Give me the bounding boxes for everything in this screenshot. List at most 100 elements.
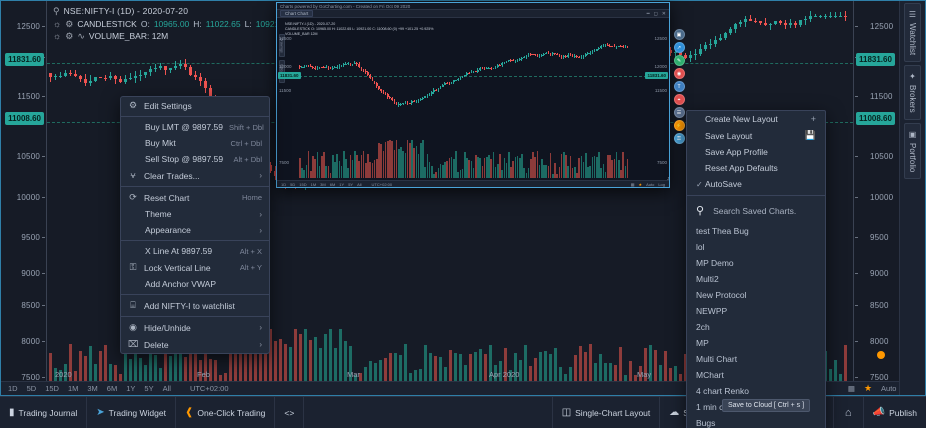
saved-chart-item[interactable]: Multi2 — [696, 274, 719, 284]
window-badge-l-0[interactable]: 11831.60 — [278, 72, 301, 79]
saved-chart-item[interactable]: 2ch — [696, 322, 710, 332]
window-timezone[interactable]: UTC+02:00 — [371, 181, 393, 187]
price-axis-left[interactable]: 1250012000115001050010000950090008500800… — [1, 1, 47, 395]
trading-widget-button[interactable]: ➤ Trading Widget — [87, 396, 176, 428]
legend-symbol-row[interactable]: ⚲ NSE:NIFTY-I (1D) - 2020-07-20 — [53, 5, 338, 17]
plus-icon[interactable]: + — [810, 114, 816, 124]
publish-button[interactable]: 📣 Publish — [862, 396, 926, 428]
eye-off-icon[interactable]: ☼ — [53, 19, 62, 29]
window-titlebar[interactable]: Charts powered by GoCharting.com - Creat… — [277, 3, 669, 10]
window-tab-indicators[interactable]: Indicators — [278, 59, 285, 83]
window-auto-button[interactable]: Auto — [646, 181, 655, 187]
grid-icon[interactable]: ▦ — [847, 384, 855, 393]
lock-icon[interactable]: ⚿ — [673, 133, 685, 144]
price-badge-11008-60[interactable]: 11008.60 — [856, 112, 895, 125]
auto-scale-button[interactable]: Auto — [881, 384, 897, 393]
saved-chart-item[interactable]: MChart — [696, 370, 724, 380]
window-badge-r-0[interactable]: 11831.60 — [645, 72, 668, 79]
bank-icon[interactable]: ⌂ — [832, 396, 863, 428]
ctx-item-add-nifty-i-to-watchlist[interactable]: ⌸ Add NIFTY-I to watchlist — [121, 297, 269, 314]
ctx-item-edit-settings[interactable]: ⚙ Edit Settings — [121, 97, 269, 114]
saved-chart-item[interactable]: MP Demo — [696, 258, 734, 268]
cursor-icon[interactable]: ↗ — [673, 42, 685, 53]
layout-action-save-layout[interactable]: Save Layout 💾 — [687, 127, 825, 144]
ctx-item-clear-trades[interactable]: ⩝ Clear Trades... › — [121, 167, 269, 184]
window-left-rail[interactable]: Drawings Indicators — [278, 34, 285, 177]
sidebar-tab-brokers[interactable]: ✦ Brokers — [904, 65, 921, 120]
saved-charts-list[interactable]: test Thea Bug lol MP Demo Multi2 New Protoco… — [687, 223, 825, 428]
one-click-trading-button[interactable]: ❰ One-Click Trading — [176, 396, 276, 428]
ctx-item-theme[interactable]: Theme › — [121, 206, 269, 222]
favorite-star-icon[interactable]: ★ — [863, 383, 873, 393]
saved-chart-item[interactable]: test Thea Bug — [696, 226, 749, 236]
ctx-item-hide-unhide[interactable]: ◉ Hide/Unhide › — [121, 319, 269, 336]
ctx-item-sell-stop-9897-59[interactable]: Sell Stop @ 9897.59 Alt + Dbl — [121, 151, 269, 167]
code-button[interactable]: <> — [275, 396, 305, 428]
layout-menu-actions[interactable]: Create New Layout + Save Layout 💾 Save App P… — [687, 111, 825, 192]
chart-context-menu[interactable]: ⚙ Edit Settings Buy LMT @ 9897.59 Shift + D… — [120, 96, 270, 354]
tf-all[interactable]: All — [162, 384, 171, 393]
tf-1y[interactable]: 1Y — [126, 384, 136, 393]
saved-chart-item[interactable]: lol — [696, 242, 705, 252]
right-sidebar-rail[interactable]: ☰ Watchlist ✦ Brokers ▣ Portfolio — [899, 1, 925, 395]
sidebar-tab-portfolio[interactable]: ▣ Portfolio — [904, 122, 921, 180]
trading-journal-button[interactable]: ▮ Trading Journal — [0, 396, 88, 428]
text-icon[interactable]: T — [673, 81, 685, 92]
legend-volume-row[interactable]: ☼ ⚙ ∿ VOLUME_BAR: 12M — [53, 30, 338, 42]
ctx-item-buy-mkt[interactable]: Buy Mkt Ctrl + Dbl — [121, 135, 269, 151]
price-badge-11831-60[interactable]: 11831.60 — [856, 53, 895, 66]
search-icon[interactable]: ⚲ — [53, 6, 60, 16]
close-icon[interactable]: ✕ — [661, 10, 666, 17]
ctx-item-appearance[interactable]: Appearance › — [121, 222, 269, 238]
layers-icon[interactable]: ☰ — [673, 107, 685, 118]
window-tool-rail[interactable]: ▣ ↗ ✎ ◉ T ⌖ ☰ ⚡ ⚿ — [671, 29, 687, 144]
timezone-label[interactable]: UTC+02:00 — [189, 384, 229, 393]
tf-6m[interactable]: 6M — [106, 384, 118, 393]
price-badge-11831-60[interactable]: 11831.60 — [5, 53, 44, 66]
wtf-1m[interactable]: 1M — [310, 181, 317, 187]
single-chart-layout-button[interactable]: ◫ Single-Chart Layout — [551, 396, 661, 428]
minimize-icon[interactable]: ━ — [646, 10, 650, 17]
saved-chart-item[interactable]: Bugs — [696, 418, 716, 428]
saved-chart-item[interactable]: NEWPP — [696, 306, 728, 316]
saved-chart-item[interactable]: New Protocol — [696, 290, 747, 300]
window-tab-drawings[interactable]: Drawings — [278, 34, 285, 57]
maximize-icon[interactable]: ◻ — [653, 10, 658, 17]
gear-icon[interactable]: ⚙ — [65, 31, 74, 41]
target-icon[interactable]: ◉ — [673, 68, 685, 79]
tf-1m[interactable]: 1M — [67, 384, 79, 393]
window-grid-icon[interactable]: ▦ — [630, 181, 635, 187]
wtf-1d[interactable]: 1D — [281, 181, 287, 187]
wtf-1y[interactable]: 1Y — [339, 181, 345, 187]
tf-5y[interactable]: 5Y — [144, 384, 154, 393]
saved-chart-item[interactable]: 4 chart Renko — [696, 386, 749, 396]
wtf-3m[interactable]: 3M — [320, 181, 326, 187]
window-controls[interactable]: ━ ◻ ✕ — [647, 11, 666, 17]
ctx-item-delete[interactable]: ⌧ Delete › — [121, 336, 269, 353]
ctx-item-reset-chart[interactable]: ⟳ Reset Chart Home — [121, 189, 269, 206]
window-tab-chart[interactable]: Chart Chart — [280, 10, 314, 17]
window-timeframe-strip[interactable]: 1D 5D 15D 1M 3M 6M 1Y 5Y All UTC+02:00 ▦… — [277, 180, 669, 187]
wtf-5y[interactable]: 5Y — [348, 181, 354, 187]
layout-action-save-app-profile[interactable]: Save App Profile — [687, 144, 825, 160]
window-tabbar[interactable]: Chart Chart ━ ◻ ✕ — [277, 10, 669, 18]
layout-action-create-new-layout[interactable]: Create New Layout + — [687, 111, 825, 127]
window-body[interactable]: Drawings Indicators NSE:NIFTY-I (1D) - 2… — [277, 18, 669, 187]
eye-off-icon[interactable]: ☼ — [53, 31, 62, 41]
brush-icon[interactable]: ✎ — [673, 55, 685, 66]
layout-menu[interactable]: Create New Layout + Save Layout 💾 Save App P… — [686, 110, 826, 428]
tf-15d[interactable]: 15D — [45, 384, 59, 393]
wtf-5d[interactable]: 5D — [290, 181, 296, 187]
saved-chart-item[interactable]: Multi Chart — [696, 354, 738, 364]
sidebar-tab-watchlist[interactable]: ☰ Watchlist — [904, 3, 921, 63]
tf-5d[interactable]: 5D — [26, 384, 37, 393]
floppy-icon[interactable]: 💾 — [804, 130, 816, 140]
floating-chart-window[interactable]: Charts powered by GoCharting.com - Creat… — [276, 2, 685, 188]
saved-chart-item[interactable]: 1 min chart — [696, 402, 739, 412]
measure-icon[interactable]: ⌖ — [673, 94, 685, 105]
saved-chart-item[interactable]: MP — [696, 338, 709, 348]
tf-3m[interactable]: 3M — [87, 384, 98, 393]
ctx-item-lock-vertical-line[interactable]: ⚿ Lock Vertical Line Alt + Y — [121, 259, 269, 276]
window-star-icon[interactable]: ★ — [638, 181, 643, 187]
tf-1d[interactable]: 1D — [8, 384, 18, 393]
